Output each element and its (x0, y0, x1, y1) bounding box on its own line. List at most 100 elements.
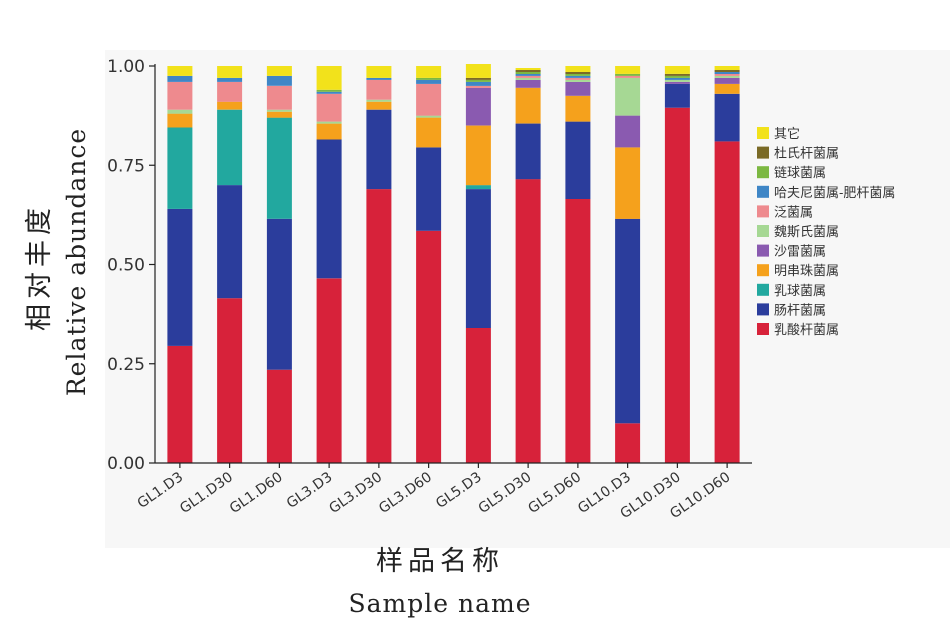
bar-segment-gl5-d60-s6 (565, 77, 591, 80)
legend-swatch (757, 185, 769, 198)
legend-label: 肠杆菌属 (774, 303, 826, 318)
y-tick-label: 0.75 (107, 156, 145, 176)
bar-segment-gl5-d3-s6 (465, 85, 491, 88)
y-tick-label: 1.00 (107, 57, 145, 77)
bar-segment-gl5-d60-s8 (565, 73, 591, 76)
bar-segment-gl5-d30-s4 (515, 79, 541, 88)
y-tick-label: 0.25 (107, 355, 145, 375)
bar-segment-gl1-d30-s3 (217, 101, 243, 110)
bar-segment-gl5-d30-s0 (515, 179, 541, 463)
bar-segment-gl1-d60-s0 (266, 369, 292, 463)
bar-segment-gl3-d60-s1 (416, 147, 442, 231)
legend-label: 乳酸杆菌属 (774, 323, 839, 338)
bar-segment-gl3-d60-s3 (416, 117, 442, 148)
bar-segment-gl3-d30-s10 (366, 66, 392, 78)
bar-segment-gl10-d60-s4 (714, 77, 740, 84)
bar-segment-gl5-d3-s3 (465, 125, 491, 186)
bar-segment-gl3-d30-s7 (366, 77, 392, 80)
bar-segment-gl1-d30-s0 (217, 298, 243, 463)
bar-segment-gl10-d60-s10 (714, 66, 740, 70)
bar-segment-gl1-d30-s10 (217, 66, 243, 78)
bar-segment-gl10-d30-s5 (664, 79, 690, 82)
bar-segment-gl10-d60-s9 (714, 70, 740, 72)
bar-segment-gl3-d60-s8 (416, 77, 442, 80)
bar-segment-gl5-d30-s9 (515, 70, 541, 72)
bar-segment-gl10-d30-s1 (664, 83, 690, 108)
bar-segment-gl5-d3-s4 (465, 87, 491, 126)
legend-label: 泛菌属 (774, 205, 813, 220)
bar-segment-gl5-d60-s1 (565, 121, 591, 199)
bar-segment-gl5-d30-s8 (515, 72, 541, 74)
y-tick-label: 0.00 (107, 454, 145, 474)
legend-label: 沙雷菌属 (774, 245, 826, 260)
bar-segment-gl10-d60-s3 (714, 83, 740, 94)
bar-segment-gl5-d30-s6 (515, 75, 541, 78)
legend-label: 魏斯氏菌属 (774, 225, 839, 240)
bar-segment-gl5-d30-s7 (515, 73, 541, 76)
bar-segment-gl5-d30-s1 (515, 123, 541, 180)
legend-label: 其它 (774, 126, 800, 142)
bar-segment-gl1-d30-s1 (217, 185, 243, 299)
bar-segment-gl1-d60-s10 (266, 66, 292, 76)
bar-segment-gl10-d60-s6 (714, 73, 740, 76)
legend-label: 哈夫尼菌属-肥杆菌属 (774, 186, 895, 201)
legend-swatch (757, 323, 769, 335)
bar-segment-gl10-d3-s10 (615, 66, 641, 74)
bar-segment-gl1-d30-s6 (217, 81, 243, 102)
x-axis-title: Sample name (349, 589, 532, 618)
bar-segment-gl10-d60-s1 (714, 93, 740, 142)
bar-segment-gl5-d3-s2 (465, 185, 491, 190)
bar-segment-gl5-d3-s7 (465, 81, 491, 86)
bar-segment-gl3-d3-s3 (316, 123, 342, 140)
bar-segment-gl1-d3-s3 (167, 113, 193, 128)
bar-segment-gl10-d30-s4 (664, 81, 690, 84)
bar-segment-gl3-d3-s10 (316, 66, 342, 90)
legend-swatch (757, 303, 769, 316)
legend-label: 乳球菌属 (774, 284, 826, 299)
bar-segment-gl1-d3-s5 (167, 109, 193, 114)
legend-swatch (757, 244, 769, 257)
bar-segment-gl10-d3-s4 (615, 115, 641, 148)
y-tick-label: 0.50 (107, 256, 145, 276)
bar-segment-gl10-d30-s7 (664, 77, 690, 80)
y-axis: 0.00 0.25 0.50 0.75 1.00 (107, 57, 156, 474)
bar-segment-gl1-d30-s2 (217, 109, 243, 186)
bar-segment-gl3-d3-s8 (316, 89, 342, 92)
bar-segment-gl5-d60-s7 (565, 75, 591, 78)
bar-segment-gl1-d60-s7 (266, 75, 292, 86)
legend-swatch (757, 264, 769, 277)
bar-segment-gl5-d60-s0 (565, 199, 591, 463)
bar-segment-gl10-d3-s6 (615, 75, 641, 78)
bar-segment-gl1-d3-s10 (167, 66, 193, 76)
y-axis-title: Relative abundance (62, 128, 91, 396)
legend-label: 链球菌属 (774, 166, 826, 181)
bar-segment-gl3-d60-s0 (416, 230, 442, 463)
bar-segment-gl3-d3-s5 (316, 121, 342, 124)
bar-segment-gl1-d3-s6 (167, 81, 193, 110)
bar-segment-gl5-d3-s10 (465, 64, 491, 78)
bar-segment-gl10-d30-s9 (664, 73, 690, 76)
legend-swatch (757, 283, 769, 296)
bar-segment-gl3-d60-s7 (416, 79, 442, 84)
bar-segment-gl3-d60-s5 (416, 115, 442, 118)
bar-segment-gl5-d3-s0 (465, 328, 491, 463)
bar-segment-gl3-d30-s5 (366, 99, 392, 102)
bar-segment-gl3-d60-s6 (416, 83, 442, 116)
bar-segment-gl10-d3-s1 (615, 218, 641, 424)
bar-segment-gl1-d3-s1 (167, 208, 193, 346)
bar-segment-gl1-d3-s7 (167, 75, 193, 82)
bar-segment-gl1-d3-s2 (167, 127, 193, 209)
bar-segment-gl5-d60-s4 (565, 81, 591, 96)
bar-segment-gl3-d30-s1 (366, 109, 392, 190)
bar-segment-gl5-d3-s1 (465, 189, 491, 328)
y-axis-title-cn: 相对丰度 (24, 203, 55, 331)
legend: 其它杜氏杆菌属链球菌属哈夫尼菌属-肥杆菌属泛菌属魏斯氏菌属沙雷菌属明串珠菌属乳球… (757, 126, 895, 338)
bar-segment-gl5-d3-s8 (465, 79, 491, 82)
bar-segment-gl3-d30-s3 (366, 101, 392, 110)
bar-segment-gl1-d60-s1 (266, 218, 292, 370)
bar-segment-gl5-d60-s9 (565, 72, 591, 74)
bar-segment-gl3-d3-s7 (316, 91, 342, 94)
bar-segment-gl1-d60-s2 (266, 117, 292, 219)
bar-segment-gl5-d30-s5 (515, 77, 541, 80)
